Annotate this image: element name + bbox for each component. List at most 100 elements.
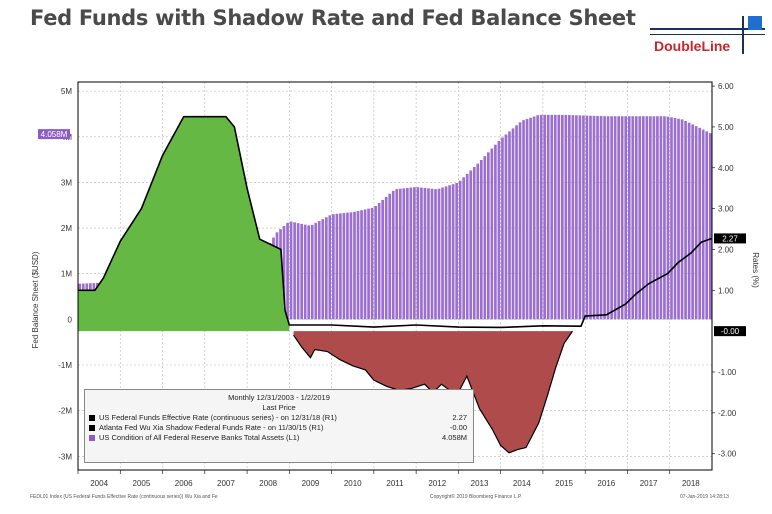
balance-sheet-bar [627,116,631,320]
y2-tick-label: -1.00 [718,368,737,377]
balance-sheet-bar [444,186,448,320]
x-tick-label: 2006 [175,479,193,488]
doubleline-logo: DoubleLine [650,4,770,64]
balance-sheet-bar [708,133,712,320]
x-tick-label: 2004 [90,479,108,488]
logo-square [748,16,762,30]
balance-sheet-bar [370,207,374,320]
balance-sheet-bar [525,118,529,320]
logo-rule-top [650,28,765,30]
balance-sheet-bar [303,224,307,320]
balance-sheet-bar [374,206,377,320]
balance-sheet-bar [529,117,532,320]
x-tick-label: 2016 [597,479,615,488]
legend-value: -0.00 [449,423,467,432]
balance-sheet-bar [543,114,547,320]
balance-sheet-bar [458,180,462,320]
balance-sheet-bar [511,128,515,320]
balance-sheet-bar [550,114,554,320]
balance-sheet-bar [476,163,480,320]
balance-sheet-bar [490,148,494,320]
last-value-labels: 4.058M 2.27 -0.00 [38,129,746,337]
balance-sheet-bar [497,140,501,320]
plot-frame [77,81,713,471]
x-tick-label: 2014 [513,479,531,488]
balance-sheet-bar [282,225,286,320]
balance-sheet-bar [402,188,406,320]
balance-sheet-bar [613,116,617,320]
balance-sheet-bar [353,211,356,320]
balance-sheet-bar [455,182,458,320]
balance-sheet-bar [620,116,624,320]
fed-funds-line [78,115,713,329]
x-tick-label: 2017 [640,479,658,488]
balance-sheet-bar [388,193,392,320]
shadow-rate-last-label: -0.00 [721,327,740,336]
balance-sheet-bar [698,127,702,320]
y-tick-label: -3M [58,452,72,461]
y-tick-label: -1M [58,361,72,370]
balance-sheet-bar [434,189,437,320]
balance-sheet-bar [349,212,353,320]
balance-sheet-bar [381,199,385,320]
balance-sheet-bar [522,120,525,320]
legend-label: US Federal Funds Effective Rate (continu… [99,413,337,422]
x-tick-label: 2009 [302,479,320,488]
y2-tick-label: 5.00 [718,123,734,132]
balance-sheet-bar [539,114,543,320]
balance-sheet-bar [663,116,666,320]
balance-sheet-bar [606,116,610,320]
balance-sheet-bar [317,221,321,320]
balance-sheet-bar [666,116,670,320]
fed-funds-fill [78,116,290,332]
balance-sheet-bar [624,116,628,320]
balance-sheet-bar [324,217,328,320]
legend-swatch [89,435,95,441]
footer-copyright: Copyright© 2019 Bloomberg Finance L.P. [430,494,522,500]
legend: Monthly 12/31/2003 - 1/2/2019 Last Price… [84,389,474,463]
balance-sheet-bar [356,210,360,320]
balance-sheet-bar [610,116,613,320]
balance-sheet-bar [701,129,705,320]
balance-sheet-bar [441,187,444,320]
balance-sheet-bar [673,118,677,320]
x-tick-label: 2007 [217,479,235,488]
balance-sheet-bar [532,116,536,320]
legend-item-fed-funds: US Federal Funds Effective Rate (continu… [85,413,473,423]
balance-sheet-bar [427,188,430,320]
balance-sheet-bar [631,116,635,320]
balance-sheet-bar [656,116,659,320]
balance-sheet-bar [705,131,709,320]
balance-sheet-bar [289,221,293,320]
balance-sheet-bar [504,134,508,320]
y-tick-label: 0 [68,315,73,324]
balance-sheet-bar [536,115,539,320]
balance-sheet-bar [423,187,427,320]
balance-sheet-bar [553,114,557,320]
balance-sheet-bar [652,116,656,320]
balance-sheet-bar [437,188,441,320]
x-tick-label: 2008 [259,479,277,488]
balance-sheet-bar [307,225,311,320]
balance-sheet-bar [515,125,518,320]
x-tick-label: 2005 [133,479,151,488]
y-axis-label: Fed Balance Sheet ($USD) [31,251,40,348]
balance-sheet-bar [634,116,638,320]
balance-sheet-bar [687,122,691,320]
balance-sheet-bar [494,144,497,320]
balance-sheet-bar [638,116,642,320]
y2-tick-label: 2.00 [718,245,734,254]
x-tick-label: 2011 [386,479,404,488]
balance-sheet-bar [448,185,451,320]
balance-sheet-bar [451,184,455,320]
balance-sheet-bar [328,215,332,320]
balance-sheet-bar [592,115,596,320]
legend-item-balance-sheet: US Condition of All Federal Reserve Bank… [85,433,473,443]
balance-sheet-bar [367,208,370,320]
balance-sheet-bar [339,213,342,320]
balance-sheet-bar [346,212,349,320]
balance-sheet-bar [335,213,339,320]
balance-sheet-bar [472,167,476,320]
x-tick-label: 2013 [471,479,489,488]
